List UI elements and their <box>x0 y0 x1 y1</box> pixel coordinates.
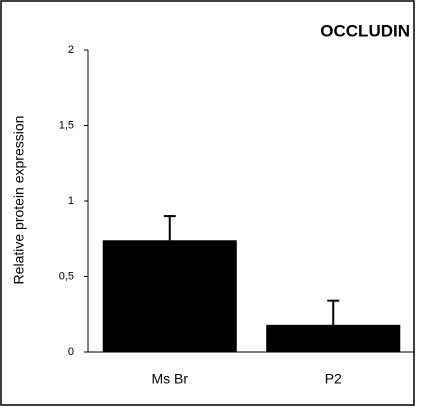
chart-title: OCCLUDIN <box>320 21 410 40</box>
bar <box>102 240 237 352</box>
x-tick-label: Ms Br <box>151 371 188 387</box>
y-tick-label: 1 <box>68 195 74 207</box>
y-tick-label: 2 <box>68 44 74 56</box>
frame <box>0 0 415 406</box>
y-axis-label: Relative protein expression <box>11 116 27 285</box>
bar <box>266 324 401 352</box>
y-tick-label: 0,5 <box>59 270 74 282</box>
x-tick-label: P2 <box>325 371 342 387</box>
y-tick-label: 1,5 <box>59 119 74 131</box>
y-tick-label: 0 <box>68 346 74 358</box>
